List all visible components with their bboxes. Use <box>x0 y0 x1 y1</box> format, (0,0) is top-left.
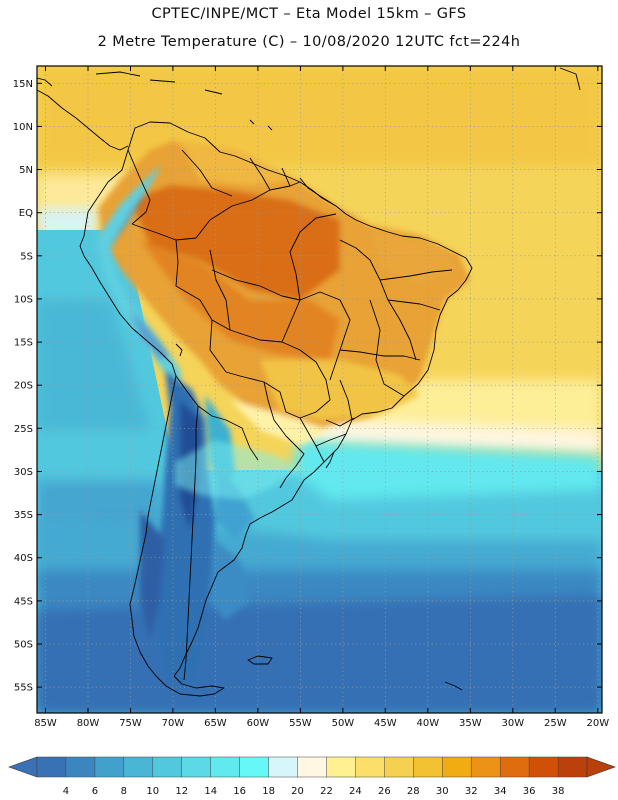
colorbar-swatch <box>470 756 501 778</box>
colorbar-label: 12 <box>175 786 188 797</box>
lon-tick-label: 55W <box>289 718 312 729</box>
colorbar-swatch <box>268 756 299 778</box>
colorbar-swatch <box>413 756 443 778</box>
colorbar-swatch <box>36 756 67 778</box>
lat-tick-label: 55S <box>14 683 33 694</box>
colorbar-label: 4 <box>63 786 69 797</box>
temperature-field <box>37 66 602 713</box>
colorbar-label: 34 <box>494 786 507 797</box>
map-title-line1: CPTEC/INPE/MCT – Eta Model 15km – GFS <box>151 6 467 22</box>
falklands <box>247 655 273 665</box>
lat-tick-label: 25S <box>14 424 33 435</box>
colorbar-swatch <box>442 756 472 778</box>
colorbar-label: 14 <box>204 786 217 797</box>
colorbar-swatch <box>355 756 385 778</box>
colorbar-swatch <box>94 756 125 778</box>
lon-tick-label: 25W <box>544 718 567 729</box>
colorbar-label: 28 <box>407 786 420 797</box>
map-title-line2: 2 Metre Temperature (C) – 10/08/2020 12U… <box>97 34 521 50</box>
lon-tick-label: 20W <box>586 718 609 729</box>
colorbar-label: 16 <box>233 786 246 797</box>
lat-tick-label: 40S <box>14 553 33 564</box>
colorbar-label: 10 <box>146 786 159 797</box>
lon-tick-label: 50W <box>332 718 355 729</box>
lat-tick-label: 5N <box>19 165 33 176</box>
lagoa-dos-patos <box>325 451 335 469</box>
plot-frame <box>36 65 603 714</box>
colorbar-swatch <box>181 756 212 778</box>
colorbar-label: 36 <box>523 786 536 797</box>
colorbar-swatch <box>557 756 588 778</box>
lat-tick-label: 5S <box>20 251 33 262</box>
colorbar-label: 30 <box>436 786 449 797</box>
lon-tick-label: 80W <box>77 718 100 729</box>
lat-tick-label: 30S <box>14 467 33 478</box>
colorbar-swatch <box>152 756 183 778</box>
lon-tick-label: 85W <box>34 718 57 729</box>
colorbar-label: 32 <box>465 786 478 797</box>
lat-tick-label: 10N <box>13 122 33 133</box>
lat-tick-label: 20S <box>14 381 33 392</box>
colorbar-label: 18 <box>262 786 275 797</box>
lat-tick-label: 15N <box>13 79 33 90</box>
lon-tick-label: 65W <box>204 718 227 729</box>
lon-tick-label: 40W <box>416 718 439 729</box>
colorbar-label: 6 <box>92 786 98 797</box>
colorbar-swatch <box>499 756 530 778</box>
colorbar-label: 38 <box>552 786 565 797</box>
colorbar-swatch <box>528 756 559 778</box>
colorbar: 4 6 8 10 12 14 16 18 20 22 24 26 28 30 32 34 36 38 <box>8 756 616 797</box>
caribbean-islands <box>95 67 581 131</box>
colorbar-swatch <box>65 756 96 778</box>
lake-titicaca <box>175 343 183 357</box>
colorbar-swatch <box>239 756 270 778</box>
central-america-coast <box>37 89 129 151</box>
colorbar-swatch <box>384 756 414 778</box>
colorbar-label: 20 <box>291 786 304 797</box>
lat-tick-label: 10S <box>14 294 33 305</box>
lon-tick-label: 60W <box>247 718 270 729</box>
lon-tick-label: 45W <box>374 718 397 729</box>
lat-tick-label: 35S <box>14 510 33 521</box>
axis-ticks: 15N 10N 5N EQ 5S 10S 15S 20S 25S 30S 35S 40S 45S 50S 5… <box>13 66 609 729</box>
colorbar-swatch <box>123 756 154 778</box>
colorbar-swatch <box>210 756 241 778</box>
colorbar-label: 8 <box>121 786 127 797</box>
colorbar-swatch <box>297 756 328 778</box>
south-georgia <box>444 681 463 691</box>
colorbar-low-arrow <box>8 756 38 778</box>
lat-tick-label: EQ <box>19 208 33 219</box>
lat-tick-label: 50S <box>14 640 33 651</box>
lat-tick-label: 15S <box>14 338 33 349</box>
colorbar-label: 26 <box>378 786 391 797</box>
national-borders <box>127 149 453 681</box>
coastline-and-borders <box>37 67 581 697</box>
colorbar-label: 22 <box>320 786 333 797</box>
colorbar-label: 24 <box>349 786 362 797</box>
lon-tick-label: 35W <box>459 718 482 729</box>
lon-tick-label: 70W <box>162 718 185 729</box>
colorbar-swatch <box>326 756 357 778</box>
colorbar-high-arrow <box>586 756 616 778</box>
lat-tick-label: 45S <box>14 596 33 607</box>
lon-tick-label: 30W <box>501 718 524 729</box>
lon-tick-label: 75W <box>119 718 142 729</box>
